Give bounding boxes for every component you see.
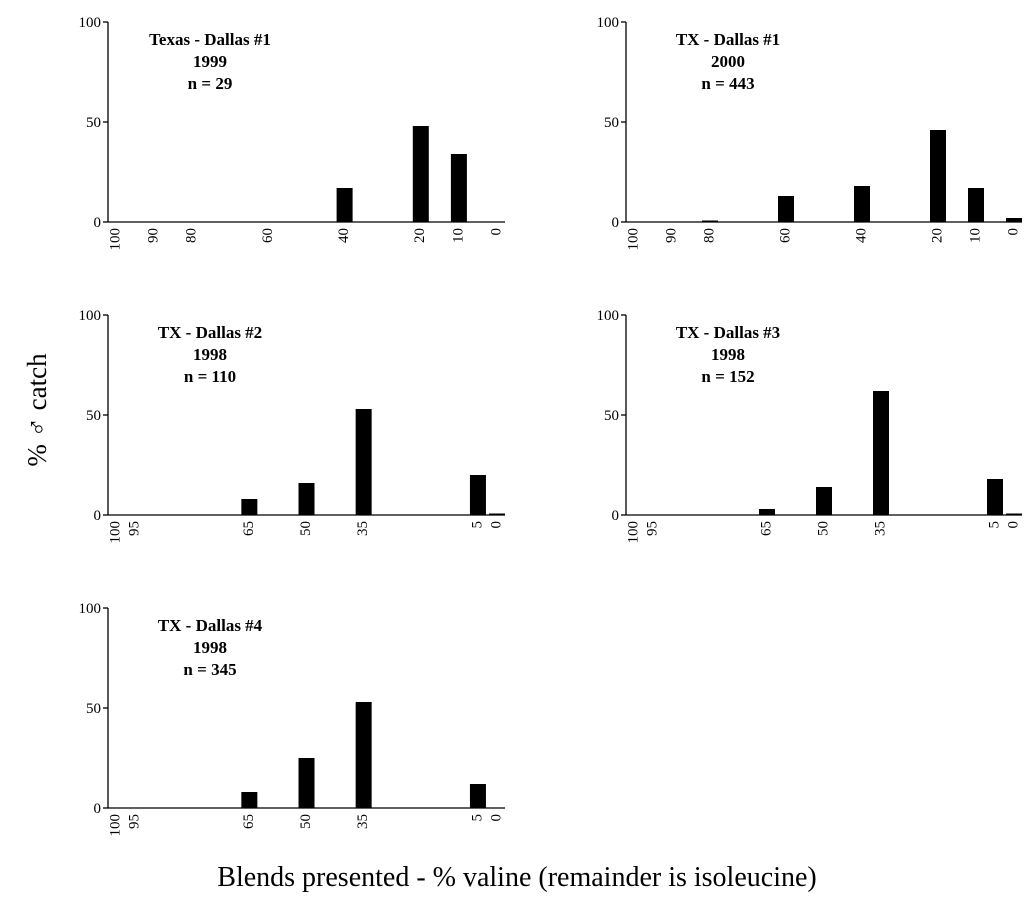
- bar: [469, 784, 486, 808]
- bar: [1006, 218, 1022, 222]
- bar: [778, 196, 794, 222]
- x-axis-label: Blends presented - % valine (remainder i…: [217, 862, 816, 893]
- bar: [816, 487, 832, 515]
- y-tick-label: 50: [604, 408, 619, 424]
- x-tick-label: 0: [1005, 521, 1021, 529]
- x-tick-label: 80: [184, 228, 200, 243]
- bar: [241, 792, 258, 808]
- bar: [854, 186, 870, 222]
- bar: [702, 220, 718, 222]
- x-tick-label: 100: [625, 228, 641, 251]
- x-tick-label: 100: [107, 228, 123, 251]
- y-tick-label: 0: [612, 215, 620, 231]
- panel-title-line: n = 152: [701, 367, 754, 386]
- bar: [336, 188, 353, 222]
- x-tick-label: 90: [663, 228, 679, 243]
- x-tick-label: 0: [488, 228, 504, 236]
- panel-title-line: 2000: [711, 52, 745, 71]
- bar: [241, 499, 258, 515]
- x-tick-label: 0: [488, 521, 504, 529]
- x-tick-label: 50: [298, 521, 314, 536]
- x-tick-label: 65: [241, 814, 257, 829]
- x-tick-label: 40: [853, 228, 869, 243]
- panel-title-line: n = 443: [701, 74, 754, 93]
- x-tick-label: 100: [107, 814, 123, 837]
- x-tick-label: 65: [758, 521, 774, 536]
- x-tick-label: 95: [644, 521, 660, 536]
- y-tick-label: 50: [86, 115, 101, 131]
- panel-title-line: TX - Dallas #4: [158, 616, 263, 635]
- y-tick-label: 100: [79, 308, 102, 324]
- panel-title-line: Texas - Dallas #1: [149, 30, 271, 49]
- y-tick-label: 50: [86, 701, 101, 717]
- bar: [759, 509, 775, 515]
- panel-title-line: TX - Dallas #2: [158, 323, 262, 342]
- x-tick-label: 35: [355, 814, 371, 829]
- x-tick-label: 40: [336, 228, 352, 243]
- x-tick-label: 20: [412, 228, 428, 243]
- bar: [298, 483, 315, 515]
- y-tick-label: 100: [597, 308, 620, 324]
- x-tick-label: 50: [815, 521, 831, 536]
- y-tick-label: 100: [79, 601, 102, 617]
- y-tick-label: 100: [79, 15, 102, 31]
- bar: [489, 513, 505, 515]
- x-tick-label: 35: [872, 521, 888, 536]
- panel-title-line: 1998: [193, 638, 227, 657]
- y-tick-label: 0: [94, 215, 102, 231]
- bar: [1006, 513, 1022, 515]
- x-tick-label: 95: [126, 814, 142, 829]
- x-tick-label: 50: [298, 814, 314, 829]
- x-tick-label: 0: [1005, 228, 1021, 236]
- x-tick-label: 60: [777, 228, 793, 243]
- x-tick-label: 0: [488, 814, 504, 822]
- panel-title-line: 1998: [711, 345, 745, 364]
- x-tick-label: 5: [986, 521, 1002, 529]
- y-tick-label: 0: [94, 508, 102, 524]
- panel-title-line: 1999: [193, 52, 227, 71]
- y-tick-label: 100: [597, 15, 620, 31]
- panel-title-line: n = 345: [183, 660, 236, 679]
- bar: [930, 130, 946, 222]
- panel-title-line: 1998: [193, 345, 227, 364]
- bar: [469, 475, 486, 515]
- bar: [412, 126, 429, 222]
- panel-title-line: TX - Dallas #3: [676, 323, 780, 342]
- x-tick-label: 90: [146, 228, 162, 243]
- bar: [355, 702, 372, 808]
- bar: [450, 154, 467, 222]
- y-tick-label: 50: [86, 408, 101, 424]
- x-tick-label: 60: [260, 228, 276, 243]
- panel-title-line: n = 29: [188, 74, 233, 93]
- x-tick-label: 100: [107, 521, 123, 544]
- bar: [355, 409, 372, 515]
- panel-title-line: n = 110: [184, 367, 236, 386]
- y-tick-label: 0: [612, 508, 620, 524]
- bar: [968, 188, 984, 222]
- x-tick-label: 10: [967, 228, 983, 243]
- x-tick-label: 65: [241, 521, 257, 536]
- x-tick-label: 95: [126, 521, 142, 536]
- x-tick-label: 100: [625, 521, 641, 544]
- bar: [987, 479, 1003, 515]
- y-axis-label: % ♂ catch: [22, 353, 52, 467]
- x-tick-label: 10: [450, 228, 466, 243]
- panel-title-line: TX - Dallas #1: [676, 30, 780, 49]
- x-tick-label: 5: [469, 814, 485, 822]
- y-tick-label: 0: [94, 801, 102, 817]
- x-tick-label: 35: [355, 521, 371, 536]
- bar: [873, 391, 889, 515]
- bar: [298, 758, 315, 808]
- x-tick-label: 80: [701, 228, 717, 243]
- x-tick-label: 20: [929, 228, 945, 243]
- y-tick-label: 50: [604, 115, 619, 131]
- x-tick-label: 5: [469, 521, 485, 529]
